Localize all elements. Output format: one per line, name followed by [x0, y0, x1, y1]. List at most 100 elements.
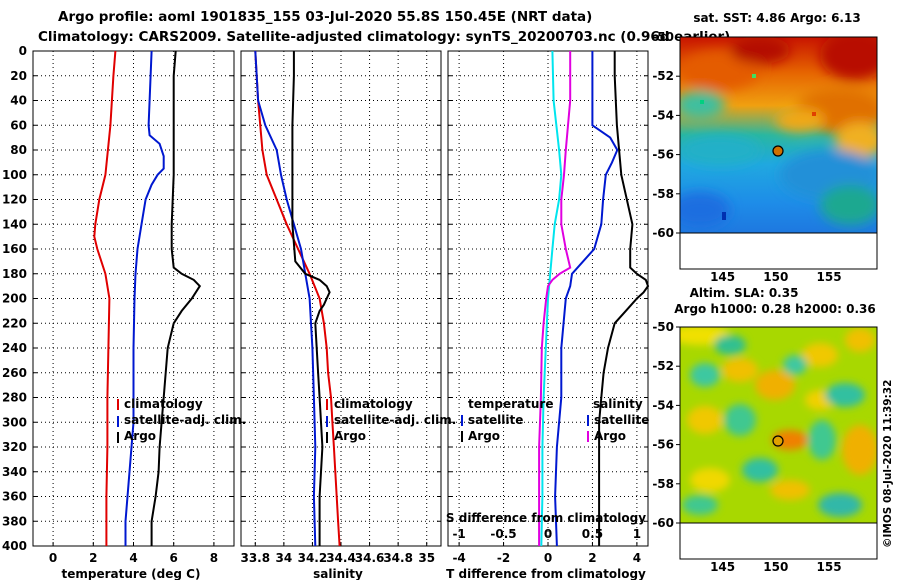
x-tick-label: 34.6 [355, 551, 385, 565]
depth-tick-label: 340 [2, 465, 27, 479]
lon-tick-label: 155 [817, 270, 842, 284]
x-tick-label: 34 [276, 551, 293, 565]
legend-s-argo: Argo [594, 429, 626, 443]
legend-t-argo: Argo [468, 429, 500, 443]
legend-argo: Argo [334, 429, 366, 443]
lon-tick-label: 150 [763, 560, 788, 574]
lat-tick-label: -52 [652, 359, 674, 373]
series-line-climatology [254, 50, 341, 547]
legend-climatology: climatology [124, 397, 203, 411]
lat-tick-label: -50 [652, 320, 674, 334]
depth-tick-label: 300 [2, 415, 27, 429]
salinity-grid [241, 50, 441, 547]
lat-tick-label: -56 [652, 148, 674, 162]
difference-grid [448, 50, 648, 547]
x2-tick-label: 0.5 [582, 527, 603, 541]
depth-tick-label: 160 [2, 242, 27, 256]
legend-climatology: climatology [334, 397, 413, 411]
lon-tick-label: 150 [763, 270, 788, 284]
temperature-xlabel: temperature (deg C) [62, 567, 201, 580]
x-tick-label: 34.8 [383, 551, 413, 565]
x2-tick-label: 1 [633, 527, 641, 541]
salinity-legend: climatology satellite-adj. clim. Argo [326, 397, 456, 443]
depth-tick-label: 60 [10, 118, 27, 132]
x-tick-label: 4 [129, 551, 137, 565]
x-tick-label: 8 [210, 551, 218, 565]
sst-argo-marker [772, 145, 784, 157]
x-tick-label: 0 [544, 551, 552, 565]
credit-timestamp: ©IMOS 08-Jul-2020 11:39:32 [882, 380, 894, 548]
sla-argo-marker [772, 435, 784, 447]
lat-tick-label: -52 [652, 69, 674, 83]
header-line-2: Climatology: CARS2009. Satellite-adjuste… [38, 29, 730, 45]
series-line-argo [150, 50, 202, 546]
lat-tick-label: -54 [652, 108, 674, 122]
x-tick-label: 35 [418, 551, 435, 565]
lat-tick-label: -50 [652, 30, 674, 44]
lat-tick-label: -58 [652, 187, 674, 201]
legend-temperature-title: temperature [468, 397, 553, 411]
lat-tick-label: -60 [652, 516, 674, 530]
series-line-salinity-argo [538, 51, 572, 546]
s-diff-xlabel: S difference from climatology [446, 511, 646, 525]
series-line-satellite-adj-clim- [124, 50, 165, 546]
lat-tick-label: -56 [652, 438, 674, 452]
depth-tick-label: 120 [2, 193, 27, 207]
legend-salinity-title: salinity [593, 397, 643, 411]
series-line-satellite-adj-clim- [254, 50, 317, 547]
t-diff-xlabel: T difference from climatology [446, 567, 646, 580]
lon-tick-label: 155 [817, 560, 842, 574]
legend-argo: Argo [124, 429, 156, 443]
x-tick-label: 33.8 [240, 551, 270, 565]
temperature-panel: 0 2 4 6 8 0 20 40 60 80 100 120 140 160 180 200 220 240 2… [2, 44, 246, 580]
depth-tick-label: 0 [19, 44, 27, 58]
depth-tick-label: 180 [2, 267, 27, 281]
x-tick-label: 6 [170, 551, 178, 565]
x-tick-label: 4 [633, 551, 641, 565]
header-line-1: Argo profile: aoml 1901835_155 03-Jul-20… [58, 9, 592, 25]
depth-tick-label: 400 [2, 539, 27, 553]
sst-map-title: sat. SST: 4.86 Argo: 6.13 [693, 11, 860, 25]
depth-tick-label: 140 [2, 217, 27, 231]
depth-tick-label: 320 [2, 440, 27, 454]
sst-map: sat. SST: 4.86 Argo: 6.13 [652, 11, 878, 284]
depth-tick-label: 100 [2, 168, 27, 182]
temperature-grid [33, 50, 234, 547]
lat-tick-label: -54 [652, 398, 674, 412]
lat-tick-label: -60 [652, 226, 674, 240]
depth-tick-label: 360 [2, 490, 27, 504]
series-line-argo [291, 51, 331, 546]
lon-tick-label: 145 [710, 270, 735, 284]
depth-tick-label: 220 [2, 316, 27, 330]
difference-panel: -4 -2 0 2 4 -1 -0.5 0 0.5 1 T difference from cl… [446, 50, 650, 580]
salinity-panel: 33.8 34 34.234.434.634.8 35 salinity climat… [240, 50, 456, 580]
series-line-temperature-argo [598, 51, 650, 546]
legend-satellite-adj: satellite-adj. clim. [124, 413, 246, 427]
legend-satellite-adj: satellite-adj. clim. [334, 413, 456, 427]
series-line-salinity-satellite [554, 51, 619, 547]
x-tick-label: 34.2 [298, 551, 328, 565]
depth-tick-label: 240 [2, 341, 27, 355]
depth-tick-label: 260 [2, 366, 27, 380]
depth-tick-label: 20 [10, 69, 27, 83]
x-tick-label: 34.4 [326, 551, 356, 565]
depth-tick-label: 200 [2, 292, 27, 306]
depth-tick-label: 80 [10, 143, 27, 157]
x2-tick-label: -0.5 [490, 527, 516, 541]
lon-tick-label: 145 [710, 560, 735, 574]
x2-tick-label: -1 [452, 527, 465, 541]
difference-legend: temperature satellite Argo salinity sate… [461, 397, 649, 443]
x-tick-label: 0 [49, 551, 57, 565]
sla-map: Altim. SLA: 0.35 Argo h1000: 0.28 h2000:… [652, 286, 878, 574]
legend-s-satellite: satellite [594, 413, 649, 427]
series-line-climatology [93, 50, 117, 546]
legend-t-satellite: satellite [468, 413, 523, 427]
temperature-legend: climatology satellite-adj. clim. Argo [117, 397, 246, 443]
x-tick-label: -4 [452, 551, 465, 565]
x2-tick-label: 0 [544, 527, 552, 541]
series-line-temperature-satellite [540, 50, 563, 547]
x-tick-label: 2 [89, 551, 97, 565]
lat-tick-label: -58 [652, 477, 674, 491]
sla-map-title-2: Argo h1000: 0.28 h2000: 0.36 [674, 302, 875, 316]
